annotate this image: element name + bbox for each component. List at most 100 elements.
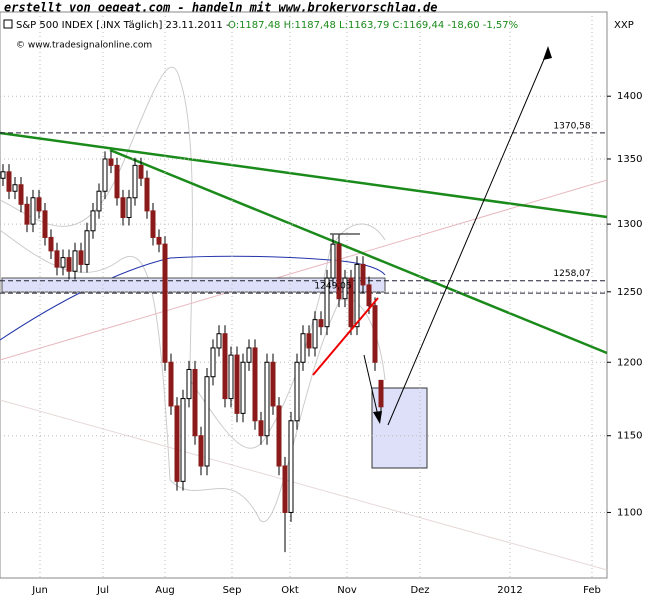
x-tick-label: Jun xyxy=(31,585,48,596)
candle-body xyxy=(306,333,312,349)
candle-body xyxy=(54,250,60,268)
y-tick-label: 1300 xyxy=(617,219,642,230)
candle-body xyxy=(6,171,12,192)
trendline xyxy=(0,131,608,219)
candle-body xyxy=(264,361,270,437)
candle-body xyxy=(90,210,96,232)
candle-body xyxy=(234,354,240,414)
candle-body xyxy=(240,361,246,414)
candle-body xyxy=(48,236,54,252)
zone xyxy=(1,277,386,293)
arrow xyxy=(363,354,380,421)
copyright: © www.tradesignalonline.com xyxy=(16,41,152,51)
candle-body xyxy=(324,277,330,328)
axis-label: XXP xyxy=(614,20,634,31)
candle-body xyxy=(282,465,288,513)
candle-body xyxy=(246,347,252,363)
candle-body xyxy=(96,190,102,212)
x-tick-label: 2012 xyxy=(497,585,522,596)
candle-body xyxy=(252,347,258,422)
arrow-head xyxy=(373,411,382,424)
candle-body xyxy=(156,236,162,245)
candle-body xyxy=(12,184,18,192)
candle-body xyxy=(174,405,180,482)
candle-body xyxy=(198,435,204,467)
candle-body xyxy=(228,354,234,400)
candle-body xyxy=(300,333,306,363)
candle-body xyxy=(342,277,348,300)
chart-subtitle: O:1187,48 H:1187,48 L:1163,79 C:1169,44 … xyxy=(228,20,518,31)
y-tick-label: 1150 xyxy=(617,431,642,442)
candle-body xyxy=(18,184,24,205)
candle-body xyxy=(372,305,378,363)
x-tick-label: Dez xyxy=(410,585,429,596)
candle-body xyxy=(114,164,120,199)
y-tick-label: 1100 xyxy=(617,507,642,518)
level-label: 1249,05 xyxy=(314,282,351,292)
candle-body xyxy=(36,197,42,212)
y-tick-label: 1400 xyxy=(617,91,642,102)
candle-body xyxy=(78,250,84,265)
candle-body xyxy=(42,210,48,238)
candle-body xyxy=(258,420,264,437)
icon xyxy=(3,19,13,29)
candle-body xyxy=(288,420,294,513)
x-tick-label: Aug xyxy=(155,585,175,596)
overlay xyxy=(312,46,552,426)
candle-body xyxy=(144,177,150,212)
candle-body xyxy=(72,250,78,272)
candle-body xyxy=(30,197,36,225)
candle-body xyxy=(348,277,354,328)
plot-area xyxy=(0,11,608,579)
candle-body xyxy=(24,203,30,225)
header: erstellt von oegeat.com - handeln mit ww… xyxy=(4,1,437,15)
decor xyxy=(0,66,608,571)
candle-body xyxy=(360,263,366,286)
x-tick-label: Sep xyxy=(223,585,242,596)
candle-body xyxy=(186,368,192,400)
candle-body xyxy=(162,243,168,363)
candle-body xyxy=(108,158,114,166)
candle-body xyxy=(126,197,132,218)
trendline xyxy=(109,148,608,355)
candle-body xyxy=(168,361,174,407)
candle-body xyxy=(294,361,300,422)
y-tick-label: 1200 xyxy=(617,357,642,368)
candle-body xyxy=(120,197,126,218)
candle-body xyxy=(84,230,90,265)
candle-body xyxy=(222,333,228,400)
candle-body xyxy=(270,361,276,407)
candle-body xyxy=(312,319,318,349)
candle-body xyxy=(192,368,198,437)
red-line xyxy=(312,297,379,376)
y-tick-label: 1250 xyxy=(617,287,642,298)
level-label: 1258,07 xyxy=(553,269,590,279)
candle-body xyxy=(378,379,384,408)
candle-body xyxy=(102,158,108,192)
candle-body xyxy=(150,210,156,238)
candle-body xyxy=(216,333,222,349)
candle-body xyxy=(180,398,186,482)
x-tick-label: Okt xyxy=(281,585,299,596)
trend-faint xyxy=(0,399,608,571)
arrow xyxy=(387,49,549,426)
candle-body xyxy=(132,164,138,199)
x-tick-label: Jul xyxy=(96,585,109,596)
candle-body xyxy=(336,243,342,300)
band-lower xyxy=(0,229,386,523)
candle-body xyxy=(366,284,372,307)
candle-body xyxy=(210,347,216,378)
candle-body xyxy=(204,376,210,467)
candle-body xyxy=(276,405,282,467)
candle-body xyxy=(138,164,144,179)
candle-body xyxy=(330,243,336,279)
candle-body xyxy=(66,257,72,272)
candle-body xyxy=(354,263,360,328)
x-tick-label: Feb xyxy=(583,585,601,596)
level-label: 1370,58 xyxy=(553,121,590,131)
trend-faint xyxy=(0,179,608,361)
y-tick-label: 1350 xyxy=(617,154,642,165)
arrow-head xyxy=(543,46,552,60)
candle-body xyxy=(60,257,66,268)
